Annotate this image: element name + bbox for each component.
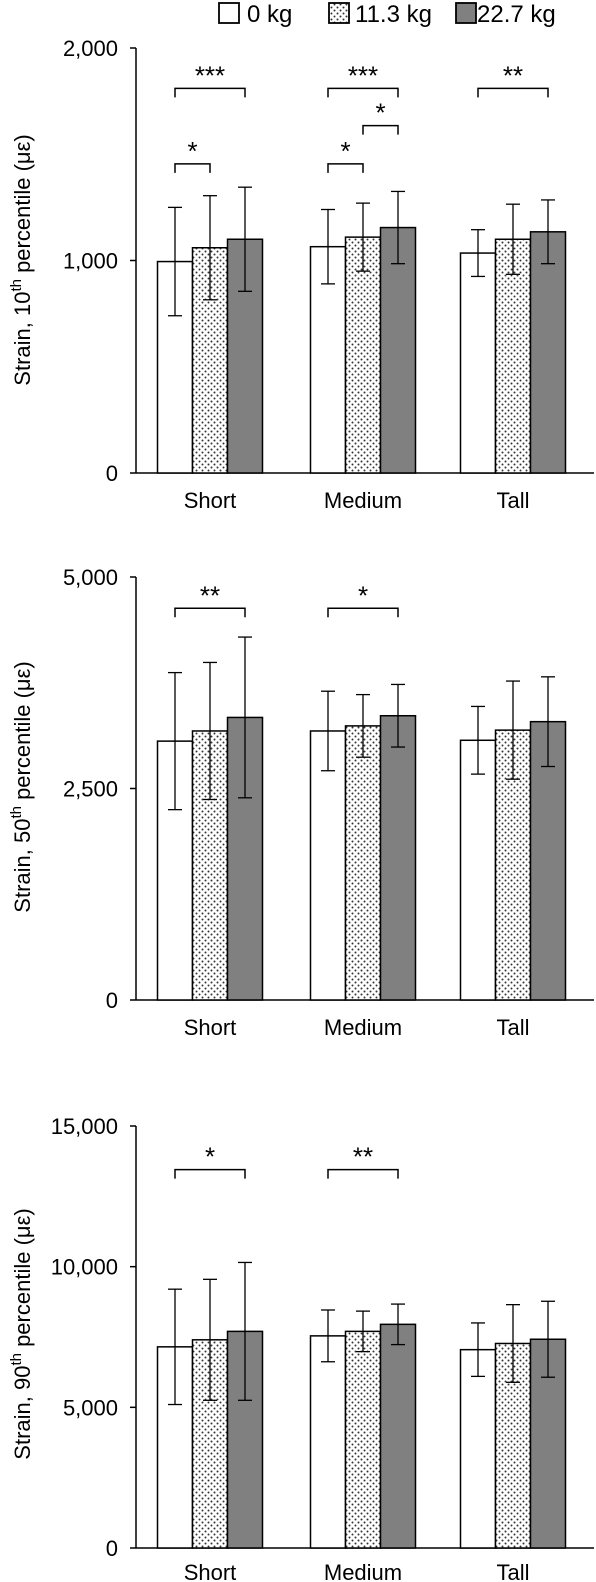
significance-bracket (477, 87, 549, 98)
legend-swatch-22kg (455, 2, 477, 24)
y-tick-label: 0 (106, 1536, 118, 1561)
legend-label-0kg: 0 kg (247, 1, 292, 28)
significance-label: *** (348, 60, 378, 90)
y-axis-label-main: Strain, 90 (10, 1366, 35, 1460)
y-axis-label: Strain, 50th percentile (με) (8, 661, 35, 912)
y-axis-label-main: Strain, 10 (10, 292, 35, 386)
bar (529, 231, 567, 474)
legend-item-11kg: 11.3 kg (328, 1, 432, 28)
significance-label: * (187, 136, 197, 166)
significance-label: *** (195, 60, 225, 90)
y-tick-label: 1,000 (63, 249, 118, 274)
chart-legend: 0 kg 11.3 kg 22.7 kg (0, 0, 596, 40)
x-category-label: Short (184, 1560, 237, 1582)
bar (309, 1335, 347, 1549)
x-category-label: Medium (324, 488, 402, 513)
y-tick-label: 5,000 (63, 1395, 118, 1420)
y-tick-label: 5,000 (63, 565, 118, 590)
significance-bracket (174, 163, 211, 173)
significance-label: * (205, 1142, 215, 1172)
y-axis-label-sup: th (8, 1353, 25, 1366)
bar (529, 720, 567, 1001)
legend-swatch-11kg (328, 2, 350, 24)
y-tick-label: 2,000 (63, 36, 118, 61)
y-axis-label-sup: th (8, 806, 25, 819)
x-category-label: Short (184, 1015, 237, 1040)
y-axis-label: Strain, 10th percentile (με) (8, 134, 35, 385)
significance-bracket (174, 87, 246, 98)
significance-label: * (358, 580, 368, 610)
bar (344, 725, 382, 1001)
significance-label: * (375, 98, 385, 128)
chart-panel-50th: 0 2,500 5,000 Strain, 50th percentile (με) S… (0, 555, 596, 1055)
bar (379, 714, 417, 1001)
x-category-label: Tall (496, 1560, 529, 1582)
legend-svg: 0 kg 11.3 kg 22.7 kg (218, 1, 556, 28)
significance-label: ** (200, 580, 220, 610)
y-axis-label-tail: percentile (με) (10, 134, 35, 279)
y-axis-label-tail: percentile (με) (10, 1208, 35, 1353)
y-tick-label: 10,000 (51, 1255, 118, 1280)
y-tick-label: 0 (106, 988, 118, 1013)
x-category-label: Medium (324, 1560, 402, 1582)
x-category-label: Tall (496, 1015, 529, 1040)
legend-item-22kg: 22.7 kg (455, 1, 556, 28)
legend-label-22kg: 22.7 kg (477, 1, 556, 28)
significance-bracket (362, 124, 399, 135)
y-tick-label: 2,500 (63, 777, 118, 802)
bar (379, 226, 417, 474)
significance-bracket (174, 1168, 246, 1179)
significance-label: * (340, 136, 350, 166)
bar (226, 238, 264, 474)
y-axis-label-main: Strain, 50 (10, 819, 35, 913)
significance-bracket (174, 607, 246, 618)
significance-bracket (327, 87, 399, 98)
chart-panel-10th: 0 1,000 2,000 Strain, 10th percentile (με) S… (0, 36, 596, 530)
bar (226, 1330, 264, 1549)
significance-bracket (327, 163, 364, 173)
bar (344, 236, 382, 474)
y-tick-label: 0 (106, 461, 118, 486)
y-axis-label-sup: th (8, 279, 25, 292)
bar (459, 739, 497, 1001)
bar (459, 252, 497, 474)
x-category-label: Medium (324, 1015, 402, 1040)
chart-panel-90th: 0 5,000 10,000 15,000 Strain, 90th percentil… (0, 1080, 596, 1582)
bar (459, 1348, 497, 1549)
x-category-label: Short (184, 488, 237, 513)
legend-swatch-0kg (218, 2, 240, 24)
x-category-label: Tall (496, 488, 529, 513)
legend-label-11kg: 11.3 kg (355, 1, 432, 28)
legend-item-0kg: 0 kg (218, 1, 292, 28)
y-axis-label-tail: percentile (με) (10, 661, 35, 806)
significance-bracket (327, 607, 399, 618)
significance-label: ** (503, 60, 523, 90)
significance-bracket (327, 1168, 399, 1179)
bar (344, 1330, 382, 1549)
bar (379, 1323, 417, 1549)
significance-label: ** (353, 1142, 373, 1172)
chart-90th-percentile: 0 5,000 10,000 15,000 Strain, 90th percentil… (8, 1114, 594, 1582)
bar (309, 730, 347, 1001)
y-axis-label: Strain, 90th percentile (με) (8, 1208, 35, 1459)
y-tick-label: 15,000 (51, 1114, 118, 1139)
